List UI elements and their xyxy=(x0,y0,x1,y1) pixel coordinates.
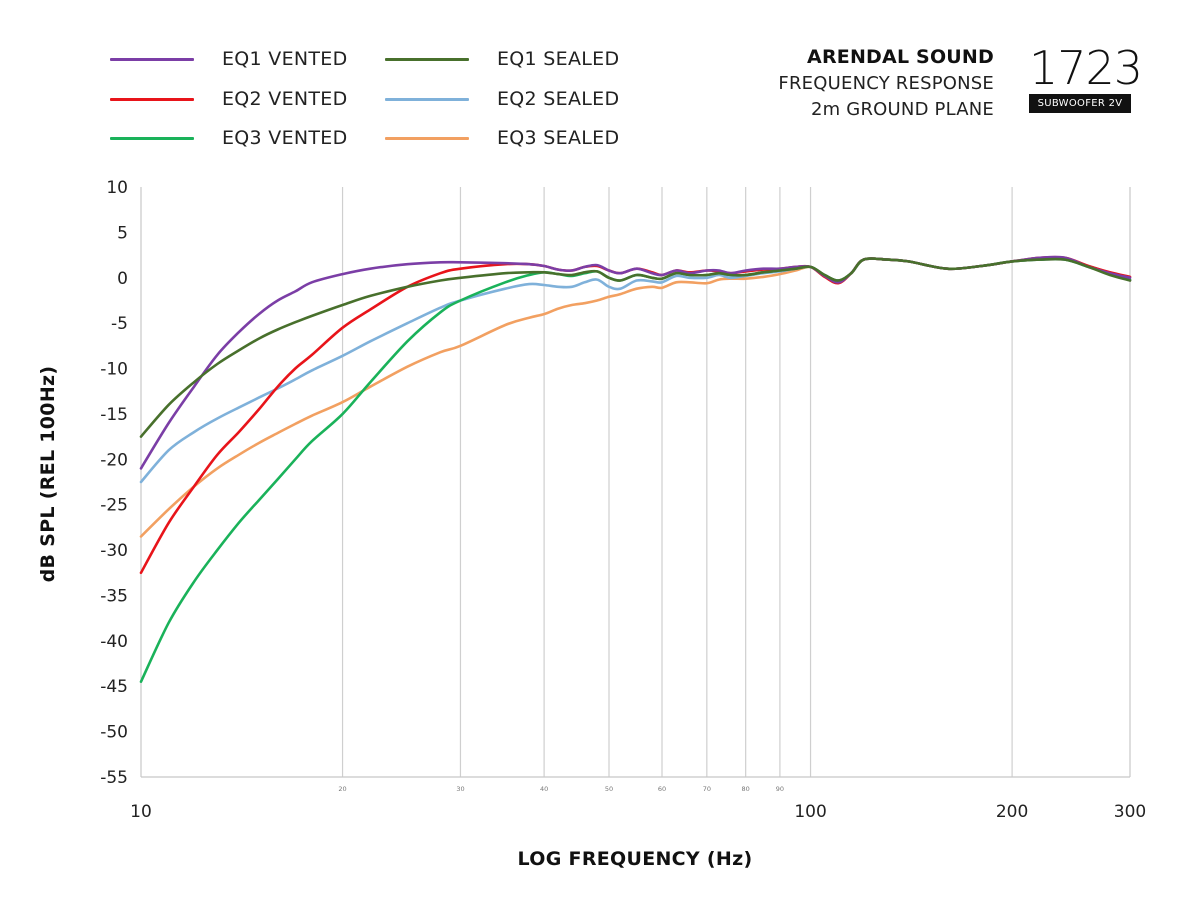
series-line-eq2-sealed xyxy=(139,257,1132,484)
model-number: 1723 xyxy=(1029,41,1143,95)
model-tag: SUBWOOFER 2V xyxy=(1029,94,1131,113)
y-tick-label: -50 xyxy=(100,723,128,743)
series-line-eq2-vented xyxy=(139,255,1132,575)
x-tick-label-minor: 70 xyxy=(703,785,711,793)
y-tick-label: -55 xyxy=(100,768,128,788)
legend-label: EQ1 SEALED xyxy=(497,48,620,70)
legend-swatch xyxy=(385,136,469,140)
y-tick-labels: 10 5 0 -5 -10 -15 -20 -25 -30 -35 -40 -45 -50 -55 xyxy=(100,178,128,788)
x-tick-label-major: 10 xyxy=(130,802,152,822)
brand-name: ARENDAL SOUND xyxy=(807,46,994,68)
legend-label: EQ1 VENTED xyxy=(222,48,348,70)
legend-label: EQ3 SEALED xyxy=(497,127,620,149)
legend-label: EQ3 VENTED xyxy=(222,127,348,149)
brand-block: ARENDAL SOUND FREQUENCY RESPONSE 2m GROU… xyxy=(778,44,994,123)
legend-item-eq3-sealed: EQ3 SEALED xyxy=(385,125,619,151)
y-tick-label: -45 xyxy=(100,677,128,697)
x-tick-label-minor: 80 xyxy=(742,785,750,793)
legend-item-eq2-vented: EQ2 VENTED xyxy=(110,86,348,112)
x-tick-label-minor: 20 xyxy=(338,785,346,793)
y-tick-label: 0 xyxy=(117,269,128,289)
legend-swatch xyxy=(385,57,469,61)
y-axis-title: dB SPL (REL 100Hz) xyxy=(37,365,59,583)
x-tick-label-major: 100 xyxy=(794,802,826,822)
legend-swatch xyxy=(110,136,194,140)
chart-subtitle: 2m GROUND PLANE xyxy=(811,99,994,120)
legend-label: EQ2 SEALED xyxy=(497,88,620,110)
series-line-eq1-sealed xyxy=(139,257,1132,438)
series-line-eq3-sealed xyxy=(139,257,1132,538)
y-tick-label: -30 xyxy=(100,541,128,561)
y-tick-label: 10 xyxy=(106,178,128,198)
x-tick-label-major: 200 xyxy=(996,802,1028,822)
model-badge: 1723 SUBWOOFER 2V xyxy=(1029,41,1143,113)
x-tick-labels: 10 100 200 300 20 30 40 50 60 70 80 90 xyxy=(130,785,1146,822)
y-tick-label: -5 xyxy=(111,314,128,334)
legend-swatch xyxy=(385,97,469,101)
x-tick-label-minor: 60 xyxy=(658,785,666,793)
x-tick-label-minor: 90 xyxy=(776,785,784,793)
y-tick-label: 5 xyxy=(117,223,128,243)
chart-title: FREQUENCY RESPONSE xyxy=(778,73,994,94)
legend-item-eq2-sealed: EQ2 SEALED xyxy=(385,86,619,112)
y-tick-label: -40 xyxy=(100,632,128,652)
x-tick-label-minor: 30 xyxy=(456,785,464,793)
legend-swatch xyxy=(110,97,194,101)
y-tick-label: -35 xyxy=(100,586,128,606)
legend-label: EQ2 VENTED xyxy=(222,88,348,110)
legend: EQ1 VENTED EQ1 SEALED EQ2 VENTED EQ2 SEA… xyxy=(110,46,670,156)
y-tick-label: -15 xyxy=(100,405,128,425)
series-lines xyxy=(139,255,1132,683)
x-tick-label-major: 300 xyxy=(1114,802,1146,822)
series-line-eq3-vented xyxy=(139,257,1132,683)
legend-item-eq1-vented: EQ1 VENTED xyxy=(110,46,348,72)
x-tick-label-minor: 40 xyxy=(540,785,548,793)
x-axis-title: LOG FREQUENCY (Hz) xyxy=(517,848,753,870)
legend-item-eq3-vented: EQ3 VENTED xyxy=(110,125,348,151)
y-tick-label: -20 xyxy=(100,450,128,470)
y-tick-label: -25 xyxy=(100,496,128,516)
legend-item-eq1-sealed: EQ1 SEALED xyxy=(385,46,619,72)
x-tick-label-minor: 50 xyxy=(605,785,613,793)
legend-swatch xyxy=(110,57,194,61)
y-tick-label: -10 xyxy=(100,360,128,380)
